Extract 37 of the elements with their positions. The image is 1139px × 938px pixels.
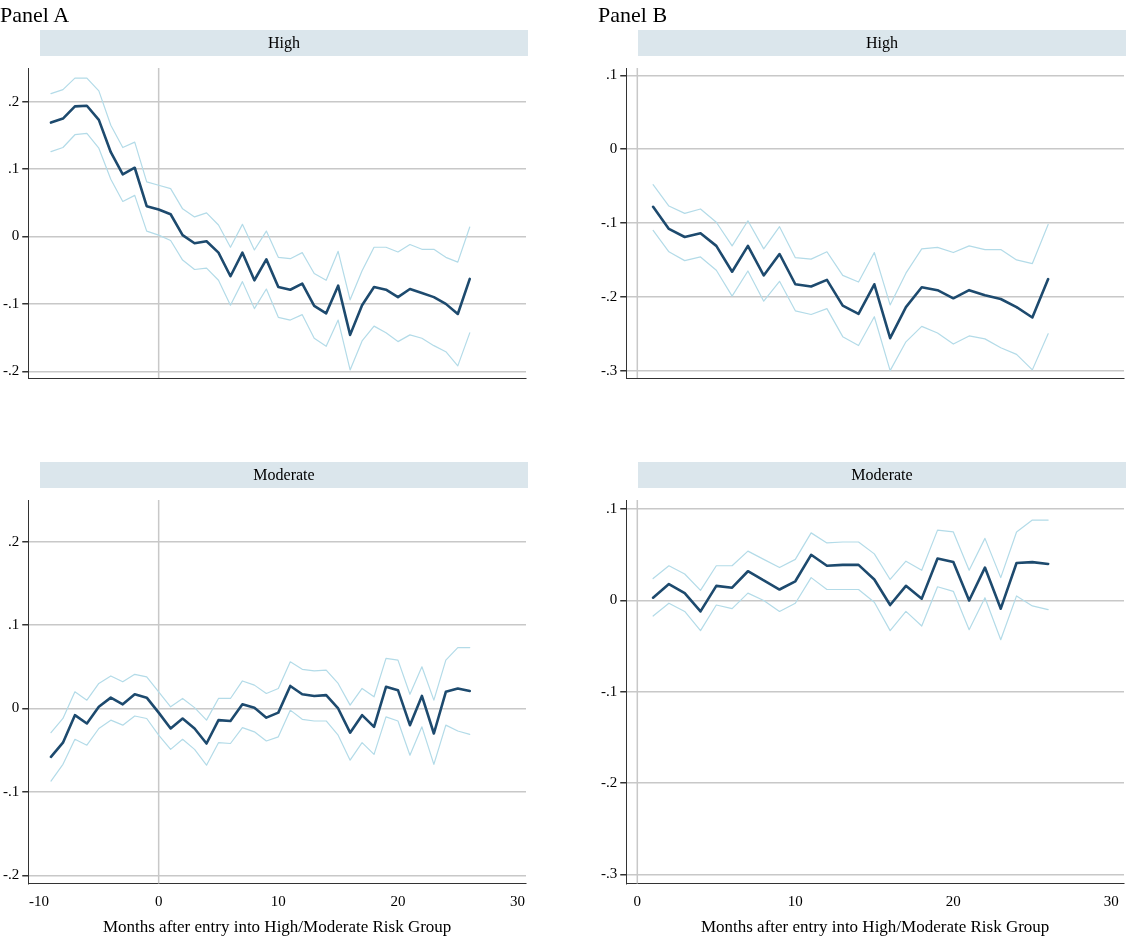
y-tick-label: .2 <box>8 92 20 109</box>
y-tick-label: -.3 <box>601 865 618 882</box>
x-tick-label: 10 <box>787 892 803 909</box>
x-tick-label: 30 <box>1103 892 1119 909</box>
y-tick-label: -.2 <box>601 287 618 304</box>
y-tick-label: -.3 <box>601 361 618 378</box>
y-tick-label: .1 <box>606 66 618 83</box>
y-tick-label: -.1 <box>3 294 20 311</box>
y-tick-label: .1 <box>606 500 618 517</box>
y-tick-label: -.1 <box>601 213 618 230</box>
x-axis-title: Months after entry into High/Moderate Risk Group <box>700 917 1050 937</box>
chart-subtitle: High <box>40 30 528 56</box>
x-axis-title: Months after entry into High/Moderate Risk Group <box>102 917 452 937</box>
x-tick-label: 0 <box>154 892 163 909</box>
chart-title: Panel B <box>598 1 669 29</box>
y-tick-label: 0 <box>609 140 618 157</box>
y-tick-label: -.2 <box>3 866 20 883</box>
chart-title: Panel A <box>0 1 71 29</box>
y-tick-label: 0 <box>11 699 20 716</box>
x-tick-label: 0 <box>633 892 642 909</box>
y-tick-label: -.1 <box>3 782 20 799</box>
y-tick-label: .1 <box>8 616 20 633</box>
y-tick-label: .2 <box>8 532 20 549</box>
y-tick-label: 0 <box>609 591 618 608</box>
x-tick-label: 10 <box>270 892 286 909</box>
x-tick-label: -10 <box>29 892 50 909</box>
y-tick-label: .1 <box>8 160 20 177</box>
y-tick-label: -.2 <box>601 774 618 791</box>
y-tick-label: 0 <box>11 227 20 244</box>
x-tick-label: 20 <box>390 892 406 909</box>
chart-subtitle: Moderate <box>638 462 1126 488</box>
chart-subtitle: High <box>638 30 1126 56</box>
x-tick-label: 20 <box>945 892 961 909</box>
chart-subtitle: Moderate <box>40 462 528 488</box>
y-tick-label: -.2 <box>3 362 20 379</box>
x-tick-label: 30 <box>510 892 526 909</box>
y-tick-label: -.1 <box>601 682 618 699</box>
